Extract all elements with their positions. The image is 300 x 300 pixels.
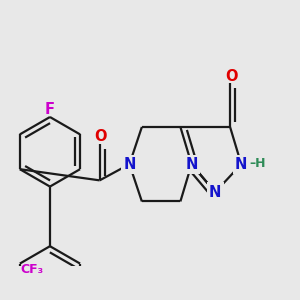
- Text: N: N: [123, 157, 136, 172]
- Text: N: N: [209, 185, 221, 200]
- Text: O: O: [225, 69, 238, 84]
- Text: N: N: [235, 157, 248, 172]
- Text: –H: –H: [249, 157, 266, 169]
- Text: N: N: [185, 157, 198, 172]
- Text: O: O: [94, 129, 106, 144]
- Text: CF₃: CF₃: [20, 263, 43, 276]
- Text: F: F: [45, 102, 55, 117]
